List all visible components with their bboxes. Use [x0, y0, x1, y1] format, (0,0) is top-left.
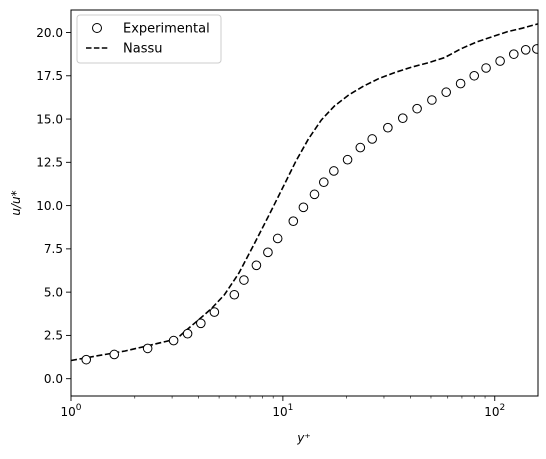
experimental-point: [318, 177, 329, 188]
experimental-point: [109, 349, 120, 360]
experimental-point: [342, 154, 353, 165]
legend-box: [76, 14, 222, 64]
experimental-point: [520, 45, 531, 55]
y-tick-label: 5.0: [44, 285, 63, 299]
legend: Experimental Nassu: [76, 14, 222, 64]
experimental-point: [263, 247, 273, 258]
experimental-point: [509, 49, 519, 59]
experimental-point: [209, 307, 220, 317]
experimental-point: [272, 233, 283, 244]
experimental-point: [239, 275, 249, 285]
x-axis-label: y⁺: [296, 431, 310, 445]
experimental-point: [469, 70, 480, 81]
experimental-point: [441, 87, 452, 98]
experimental-point: [142, 343, 153, 354]
experimental-point: [168, 335, 179, 346]
experimental-point: [412, 103, 422, 114]
experimental-point: [309, 189, 320, 200]
experimental-point: [532, 44, 538, 54]
x-tick-label: 100: [60, 403, 81, 419]
legend-marker-experimental: [92, 23, 102, 33]
y-tick-label: 7.5: [44, 242, 63, 256]
experimental-point: [196, 318, 206, 329]
experimental-point: [367, 134, 378, 144]
experimental-point: [298, 202, 309, 213]
y-axis-label: u/u*: [9, 190, 23, 215]
experimental-point: [81, 354, 92, 365]
series-layer: [71, 23, 538, 365]
experimental-point: [288, 216, 299, 226]
experimental-point: [495, 56, 505, 66]
ticks-layer: 100 101 102 0.0 2.5 5.0 7.5 10.0 12.5 15.0 17.5 20.…: [36, 26, 505, 419]
experimental-point: [182, 328, 193, 339]
y-tick-label: 10.0: [36, 199, 63, 213]
experimental-point: [229, 289, 240, 300]
legend-label-experimental: Experimental: [123, 22, 210, 37]
experimental-point: [383, 122, 393, 133]
y-tick-label: 0.0: [44, 372, 63, 386]
legend-label-nassu: Nassu: [123, 42, 162, 57]
y-tick-label: 12.5: [36, 156, 63, 170]
y-tick-label: 17.5: [36, 69, 63, 83]
experimental-point: [481, 63, 491, 73]
x-tick-label: 101: [272, 403, 293, 419]
y-tick-label: 20.0: [36, 26, 63, 40]
experimental-point: [251, 260, 262, 271]
y-tick-label: 15.0: [36, 112, 63, 126]
x-tick-label: 102: [484, 403, 505, 419]
experimental-point: [329, 166, 339, 176]
y-tick-label: 2.5: [44, 329, 63, 343]
axes-frame: [70, 9, 539, 397]
experimental-point: [427, 95, 437, 105]
experimental-point: [355, 142, 366, 153]
experimental-point: [397, 113, 408, 123]
plot-area: [71, 23, 538, 365]
experimental-point: [455, 78, 466, 89]
